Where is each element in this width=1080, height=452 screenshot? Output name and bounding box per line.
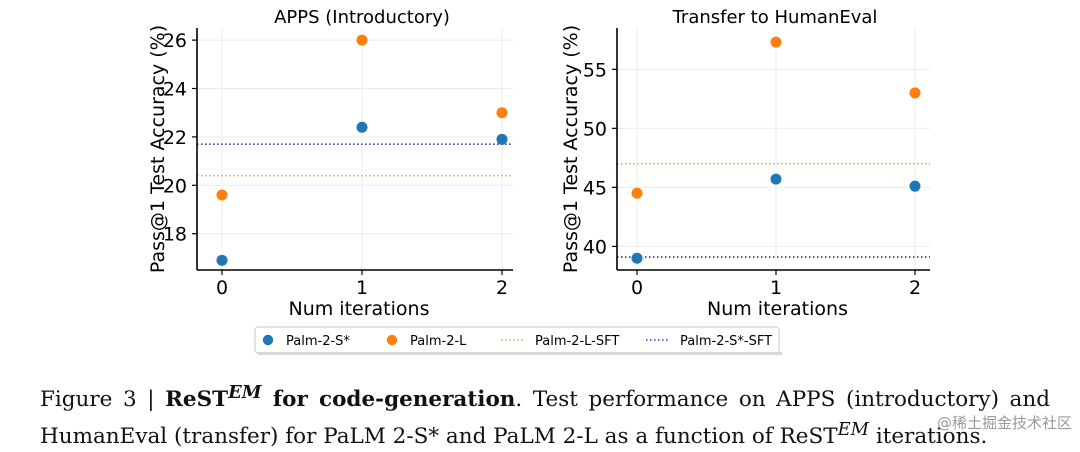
chart-humaneval: 40 45 50 55 0 1 2 Transfer to HumanEval Num iter…: [560, 7, 930, 320]
x-tick-label: 0: [216, 277, 228, 299]
legend-marker-palm-2-s-: [262, 334, 274, 346]
point-palm-2-l: [496, 107, 508, 119]
caption-sup-2: EM: [837, 419, 869, 441]
x-tick-label: 1: [770, 277, 782, 299]
legend-label: Palm-2-L: [410, 334, 467, 349]
point-palm-2-l: [770, 36, 782, 48]
point-palm-2-l: [909, 87, 921, 99]
chart-apps: 18 20 22 24 26 0 1 2 APPS (Introductory) Num iter…: [147, 7, 513, 320]
y-tick-label: 50: [583, 118, 607, 140]
y-axis-label: Pass@1 Test Accuracy (%): [560, 25, 582, 273]
legend-label: Palm-2-S*: [286, 334, 350, 349]
point-palm-2-s-: [496, 133, 508, 145]
x-tick-label: 0: [631, 277, 643, 299]
figure-caption: Figure 3 | ReSTEM for code-generation. T…: [40, 378, 1050, 452]
chart-title: APPS (Introductory): [274, 7, 450, 28]
x-axis-label: Num iterations: [289, 298, 430, 320]
watermark: @稀土掘金技术社区: [936, 414, 1072, 432]
caption-rest-name: ReST: [165, 387, 229, 413]
x-tick-label: 2: [496, 277, 508, 299]
x-tick-label: 1: [356, 277, 368, 299]
y-tick-label: 26: [163, 30, 187, 52]
y-tick-label: 55: [583, 59, 607, 81]
x-tick-label: 2: [909, 277, 921, 299]
y-tick-label: 22: [163, 127, 187, 149]
y-tick-label: 24: [163, 79, 187, 101]
point-palm-2-s-: [770, 173, 782, 185]
y-tick-label: 20: [163, 175, 187, 197]
y-tick-label: 18: [163, 224, 187, 246]
legend-label: Palm-2-L-SFT: [535, 334, 619, 349]
legend-label: Palm-2-S*-SFT: [680, 334, 772, 349]
legend-marker-palm-2-l: [386, 334, 398, 346]
point-palm-2-l: [216, 189, 228, 201]
point-palm-2-s-: [356, 121, 368, 133]
y-tick-label: 40: [583, 236, 607, 258]
caption-bold-rest: for code-generation: [261, 387, 516, 413]
point-palm-2-l: [356, 34, 368, 46]
legend-shadow: [258, 352, 782, 355]
caption-prefix: Figure 3 |: [40, 387, 166, 413]
point-palm-2-l: [631, 187, 643, 199]
y-tick-label: 45: [583, 177, 607, 199]
legend: Palm-2-S* Palm-2-L Palm-2-L-SFT Palm-2-S*-S…: [254, 326, 782, 355]
chart-title: Transfer to HumanEval: [672, 7, 878, 28]
point-palm-2-s-: [909, 180, 921, 192]
caption-sup: EM: [228, 382, 262, 403]
point-palm-2-s-: [216, 254, 228, 266]
x-axis-label: Num iterations: [707, 298, 848, 320]
point-palm-2-s-: [631, 252, 643, 264]
y-axis-label: Pass@1 Test Accuracy (%): [147, 25, 169, 273]
